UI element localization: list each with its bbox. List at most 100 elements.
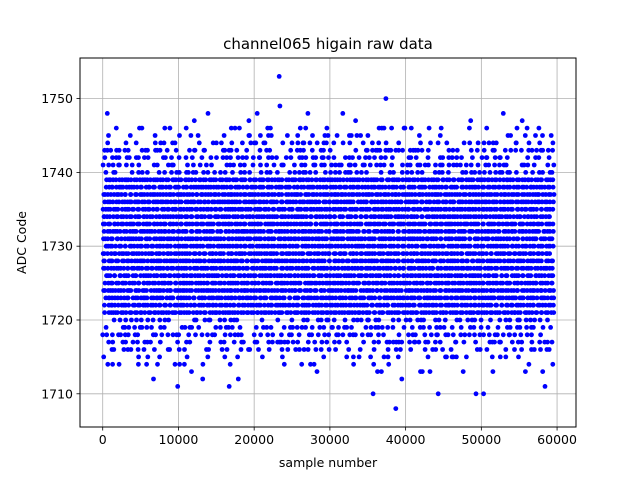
data-point [132, 325, 138, 330]
data-point [110, 332, 115, 338]
data-point [287, 302, 293, 308]
data-point [459, 273, 465, 279]
data-point [105, 147, 110, 153]
data-point [536, 251, 542, 256]
data-point [106, 162, 112, 168]
data-point [346, 243, 351, 249]
data-point [163, 155, 168, 161]
data-point [507, 251, 513, 256]
data-point [275, 288, 280, 293]
data-point [202, 310, 208, 315]
data-point [463, 199, 469, 205]
data-point [439, 273, 444, 279]
data-point [378, 192, 383, 197]
data-point [346, 347, 352, 352]
data-point [293, 199, 299, 205]
data-point [522, 133, 528, 138]
data-point [128, 310, 134, 315]
data-point [476, 206, 482, 212]
data-point [431, 199, 437, 205]
data-point [295, 140, 301, 146]
data-point [317, 184, 323, 190]
data-point [529, 177, 534, 183]
data-point [306, 236, 312, 242]
data-point [379, 325, 385, 330]
data-point [531, 347, 537, 352]
data-point [279, 177, 285, 183]
data-point [299, 325, 305, 330]
data-point [234, 317, 240, 323]
data-point [470, 229, 475, 234]
data-point [410, 258, 415, 264]
data-point [139, 325, 145, 330]
data-point [459, 288, 465, 293]
data-point [536, 192, 542, 197]
data-point [306, 243, 312, 249]
data-point [166, 162, 171, 168]
data-point [419, 214, 425, 220]
data-point [308, 221, 314, 227]
data-point [403, 317, 409, 323]
data-point [170, 332, 176, 338]
data-point [417, 325, 423, 330]
data-point [529, 199, 535, 205]
data-point [548, 325, 553, 330]
data-point [213, 206, 219, 212]
data-point [189, 280, 195, 286]
data-point [229, 325, 235, 330]
data-point [289, 140, 295, 146]
data-point [157, 354, 163, 360]
data-point [375, 199, 381, 205]
data-point [368, 354, 373, 360]
data-point [417, 206, 423, 212]
data-point [437, 325, 443, 330]
data-point [242, 273, 248, 279]
data-point [216, 192, 222, 197]
data-point [464, 221, 470, 227]
data-point [505, 310, 511, 315]
data-point [141, 280, 147, 286]
data-point [439, 229, 444, 234]
data-point [126, 302, 132, 308]
data-point [323, 199, 328, 205]
data-point [250, 214, 256, 220]
data-point [361, 339, 366, 345]
data-point [109, 243, 115, 249]
data-point [503, 162, 509, 168]
data-point [547, 251, 552, 256]
data-point [354, 258, 360, 264]
data-point [165, 177, 171, 183]
data-point [134, 310, 140, 315]
data-point [525, 162, 531, 168]
data-point [145, 147, 150, 153]
data-point [316, 251, 322, 256]
data-point [237, 125, 242, 131]
data-point [123, 339, 128, 345]
data-point [150, 317, 156, 323]
data-point [322, 332, 327, 338]
data-point [537, 140, 543, 146]
data-point [314, 192, 320, 197]
data-point [237, 184, 242, 190]
data-point [131, 206, 137, 212]
data-point [506, 229, 511, 234]
data-point [356, 184, 362, 190]
data-point [283, 288, 288, 293]
data-point [141, 347, 147, 352]
data-point [415, 170, 421, 175]
data-point [386, 177, 392, 183]
data-point [509, 302, 515, 308]
data-point [202, 295, 208, 301]
data-point [362, 236, 368, 242]
data-point [134, 317, 139, 323]
data-point [530, 170, 535, 175]
data-point [324, 140, 329, 146]
data-point [486, 162, 492, 168]
data-point [328, 265, 334, 271]
data-point [168, 288, 174, 293]
data-point [467, 332, 472, 338]
data-point [495, 325, 501, 330]
data-point [477, 170, 482, 175]
data-point [234, 192, 240, 197]
